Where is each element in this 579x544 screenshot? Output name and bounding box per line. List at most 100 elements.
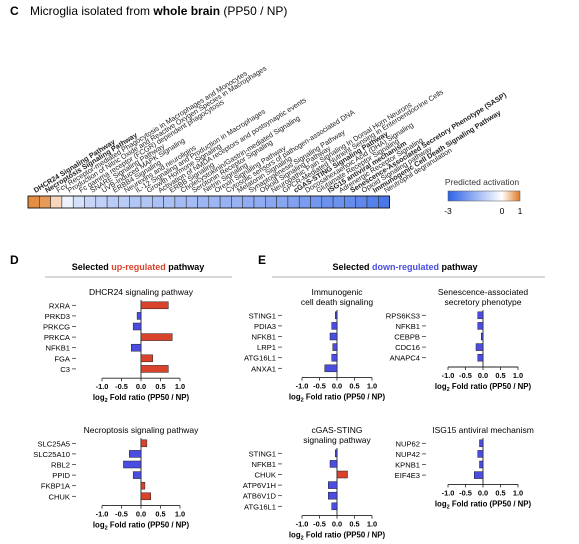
x-tick-label: 0.0	[136, 510, 146, 519]
bar	[136, 312, 142, 320]
heatmap-cell	[265, 195, 277, 209]
heatmap-cell	[185, 195, 198, 209]
x-tick-label: -1.0	[296, 382, 309, 391]
bar	[324, 364, 338, 373]
x-tick-label: 1.0	[175, 382, 185, 391]
gene-label: ATP6V1H	[243, 481, 276, 490]
gene-label: NUP62	[396, 439, 420, 448]
gene-label: NFKB1	[46, 344, 70, 353]
panel-c-title-bold: whole brain	[152, 4, 220, 18]
gene-label: SLC25A10	[33, 450, 70, 459]
gene-label: PRKCA	[44, 333, 71, 342]
bar	[477, 311, 484, 320]
heatmap-cell	[253, 195, 266, 209]
x-tick-label: 1.0	[175, 510, 185, 519]
x-axis-label-log: log	[435, 499, 447, 508]
legend-tick-zero: 0	[500, 206, 505, 216]
gene-label: FKBP1A	[41, 482, 71, 491]
heatmap-cell	[366, 195, 379, 209]
bar	[335, 449, 338, 458]
x-tick-label: -1.0	[96, 510, 109, 519]
bar	[131, 343, 142, 352]
gene-label: KPNB1	[395, 461, 420, 470]
x-axis-label-log: log	[289, 393, 301, 402]
gene-label: ATG16L1	[244, 502, 276, 511]
x-axis-label: log2 Fold ratio (PP50 / NP)	[93, 393, 190, 404]
gene-label: RBL2	[51, 461, 70, 470]
bar	[140, 439, 148, 448]
heatmap-cell	[118, 195, 130, 209]
panel-e-letter: E	[258, 253, 266, 267]
gene-label: LRP1	[257, 343, 276, 352]
bar	[477, 322, 484, 330]
x-tick-label: 1.0	[367, 382, 377, 391]
panel-d-title-colored: up-regulated	[111, 262, 166, 272]
heatmap-cell	[84, 195, 97, 209]
heatmap-cell	[152, 195, 164, 209]
bar	[132, 471, 142, 479]
heatmap-cell	[355, 195, 368, 209]
x-axis-label: log2 Fold ratio (PP50 / NP)	[435, 382, 532, 393]
gene-label: CEBPB	[394, 333, 420, 342]
x-axis-label: log2 Fold ratio (PP50 / NP)	[289, 531, 386, 542]
gene-label: C3	[60, 365, 70, 374]
gene-label: PPID	[52, 471, 70, 480]
x-axis-label-text: Fold ratio (PP50 / NP)	[108, 521, 190, 530]
bar	[474, 471, 484, 479]
bar	[140, 365, 169, 373]
x-axis-label-log: log	[93, 521, 105, 530]
legend-tick-max: 1	[518, 206, 523, 216]
heatmap-cell	[50, 195, 63, 209]
bar	[132, 322, 142, 331]
bar	[329, 332, 338, 341]
gene-label: NFKB1	[252, 333, 276, 342]
heatmap-cell	[95, 195, 108, 209]
x-tick-label: -1.0	[442, 488, 455, 497]
x-axis-label-subscript: 2	[105, 526, 108, 532]
panel-d-title-pre: Selected	[72, 262, 112, 272]
x-axis-label-subscript: 2	[105, 398, 108, 404]
gene-label: CHUK	[48, 492, 70, 501]
heatmap-cell	[129, 195, 142, 209]
x-axis-label-text: Fold ratio (PP50 / NP)	[450, 499, 532, 508]
bar-charts: DHCR24 signaling pathway RXRA PRKD3 PRKCGPR…	[33, 287, 534, 542]
bar	[329, 460, 338, 468]
x-axis-label-subscript: 2	[301, 398, 304, 404]
gene-label: PRKD3	[45, 312, 70, 321]
bar-chart-title: cell death signaling	[301, 297, 374, 307]
pathway-heatmap	[27, 195, 391, 209]
x-tick-label: 0.0	[478, 371, 488, 380]
legend-tick-min: -3	[444, 206, 452, 216]
bar-chart-title: DHCR24 signaling pathway	[89, 287, 194, 297]
heatmap-cell	[163, 195, 176, 209]
x-tick-label: -0.5	[313, 520, 326, 529]
heatmap-cell	[378, 195, 390, 209]
heatmap-cell	[344, 195, 356, 209]
heatmap-cell	[197, 195, 210, 209]
bar	[331, 502, 338, 511]
bar-chart-title: ISG15 antiviral mechanism	[432, 425, 534, 435]
heatmap-cell	[174, 195, 187, 209]
panel-d-title-post: pathway	[166, 262, 205, 272]
bar-chart-title: Senescence-associated	[438, 287, 529, 297]
x-tick-label: -0.5	[115, 382, 128, 391]
panel-c-title-post: (PP50 / NP)	[220, 4, 287, 18]
x-axis-label-text: Fold ratio (PP50 / NP)	[108, 393, 190, 402]
panel-e-title-colored: down-regulated	[372, 262, 439, 272]
heatmap-cell	[321, 195, 334, 209]
heatmap-cell	[27, 195, 40, 209]
heatmap-cell	[106, 195, 119, 209]
bar-chart-title: Immunogenic	[311, 287, 363, 297]
x-axis-label-subscript: 2	[447, 504, 450, 510]
legend-colorbar	[447, 190, 521, 202]
bar	[140, 301, 169, 310]
bar	[129, 450, 142, 458]
bar	[140, 492, 151, 501]
heatmap-cell	[72, 195, 85, 209]
gene-label: ATB6V1D	[243, 492, 277, 501]
heatmap-cell	[61, 195, 74, 209]
gene-label: ANAPC4	[390, 354, 420, 363]
gene-label: NUP42	[396, 450, 420, 459]
x-tick-label: 0.5	[155, 510, 165, 519]
